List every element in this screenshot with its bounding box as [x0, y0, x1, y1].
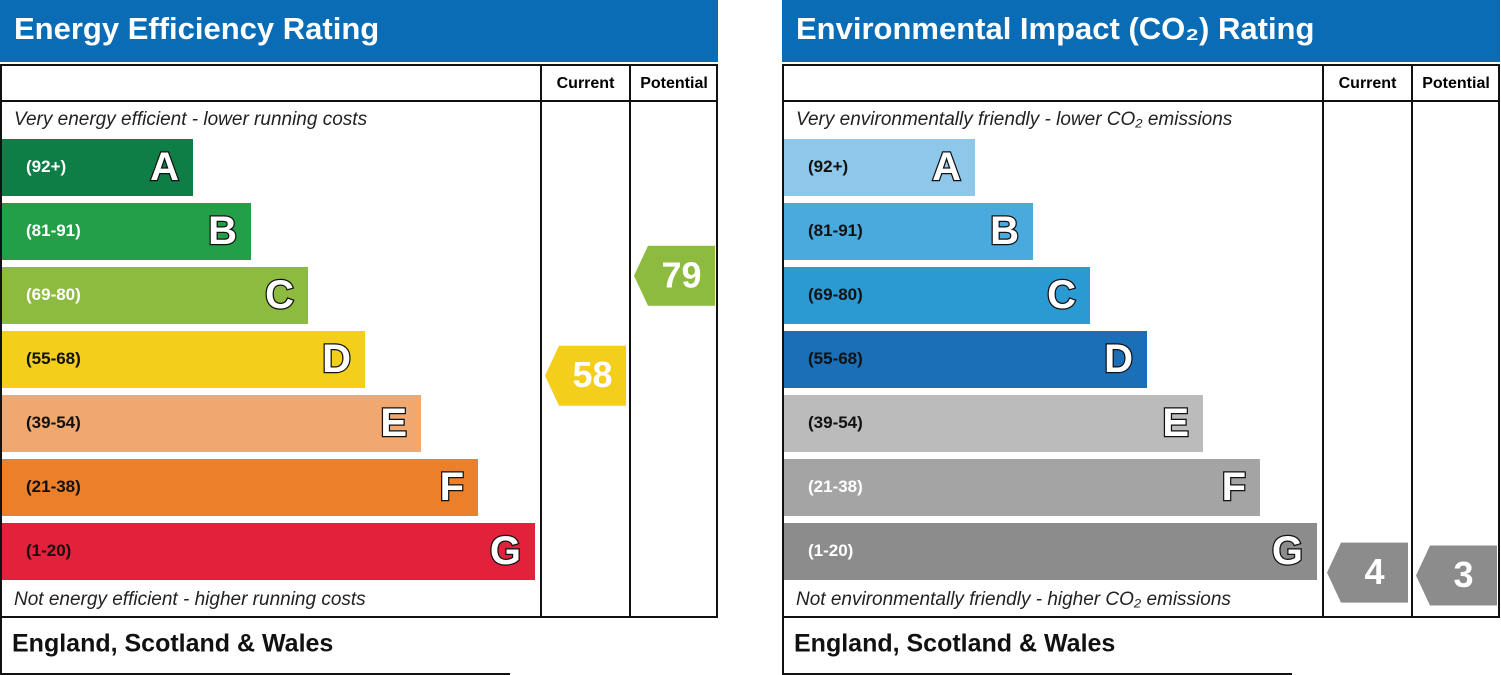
bottom-note: Not energy efficient - higher running co… — [14, 589, 366, 610]
band-range: (21-38) — [808, 477, 863, 496]
band — [2, 139, 193, 196]
rating-arrow — [1327, 542, 1408, 603]
header-potential: Potential — [1422, 75, 1490, 92]
band-letter: C — [265, 273, 294, 317]
rating-arrow — [1416, 545, 1497, 606]
title-bar — [782, 0, 1500, 62]
band-letter: C — [1047, 273, 1076, 317]
band-letter: D — [1104, 337, 1133, 381]
band-range: (55-68) — [808, 349, 863, 368]
band-letter: E — [380, 401, 407, 445]
band-letter: E — [1162, 401, 1189, 445]
panel-title: Energy Efficiency Rating — [14, 11, 379, 46]
bottom-note: Not environmentally friendly - higher CO… — [796, 589, 1231, 610]
band-range: (69-80) — [808, 285, 863, 304]
band — [784, 523, 1317, 580]
band-range: (1-20) — [808, 541, 853, 560]
band-range: (21-38) — [26, 477, 81, 496]
band — [784, 331, 1147, 388]
band-range: (55-68) — [26, 349, 81, 368]
band — [784, 139, 975, 196]
header-current: Current — [1339, 75, 1397, 92]
band-letter: G — [490, 529, 521, 573]
band-letter: G — [1272, 529, 1303, 573]
panel-title: Environmental Impact (CO₂) Rating — [796, 11, 1314, 46]
band — [2, 203, 251, 260]
top-note: Very energy efficient - lower running co… — [14, 109, 368, 130]
band-letter: A — [932, 145, 961, 189]
band-range: (92+) — [26, 157, 66, 176]
rating-value: 3 — [1453, 554, 1473, 595]
band-letter: F — [1222, 465, 1246, 509]
band-range: (39-54) — [808, 413, 863, 432]
band-range: (92+) — [808, 157, 848, 176]
band — [2, 395, 421, 452]
top-note: Very environmentally friendly - lower CO… — [796, 109, 1233, 130]
rating-value: 58 — [572, 354, 612, 395]
band-letter: B — [990, 209, 1019, 253]
panel-frame — [0, 64, 718, 618]
band-letter: D — [322, 337, 351, 381]
band-range: (39-54) — [26, 413, 81, 432]
header-current: Current — [557, 75, 615, 92]
rating-value: 4 — [1364, 551, 1384, 592]
band-letter: A — [150, 145, 179, 189]
footer: England, Scotland & Wales — [12, 630, 333, 658]
rating-value: 79 — [661, 254, 701, 295]
band — [784, 203, 1033, 260]
band — [2, 459, 478, 516]
band-letter: B — [208, 209, 237, 253]
band — [2, 523, 535, 580]
band — [784, 459, 1260, 516]
band-letter: F — [440, 465, 464, 509]
band-range: (81-91) — [808, 221, 863, 240]
rating-arrow — [545, 345, 626, 406]
band — [784, 267, 1090, 324]
footer: England, Scotland & Wales — [794, 630, 1115, 658]
band-range: (69-80) — [26, 285, 81, 304]
band-range: (81-91) — [26, 221, 81, 240]
band — [2, 267, 308, 324]
band — [2, 331, 365, 388]
rating-arrow — [634, 245, 715, 306]
band — [784, 395, 1203, 452]
band-range: (1-20) — [26, 541, 71, 560]
title-bar — [0, 0, 718, 62]
panel-frame — [782, 64, 1500, 618]
header-potential: Potential — [640, 75, 708, 92]
